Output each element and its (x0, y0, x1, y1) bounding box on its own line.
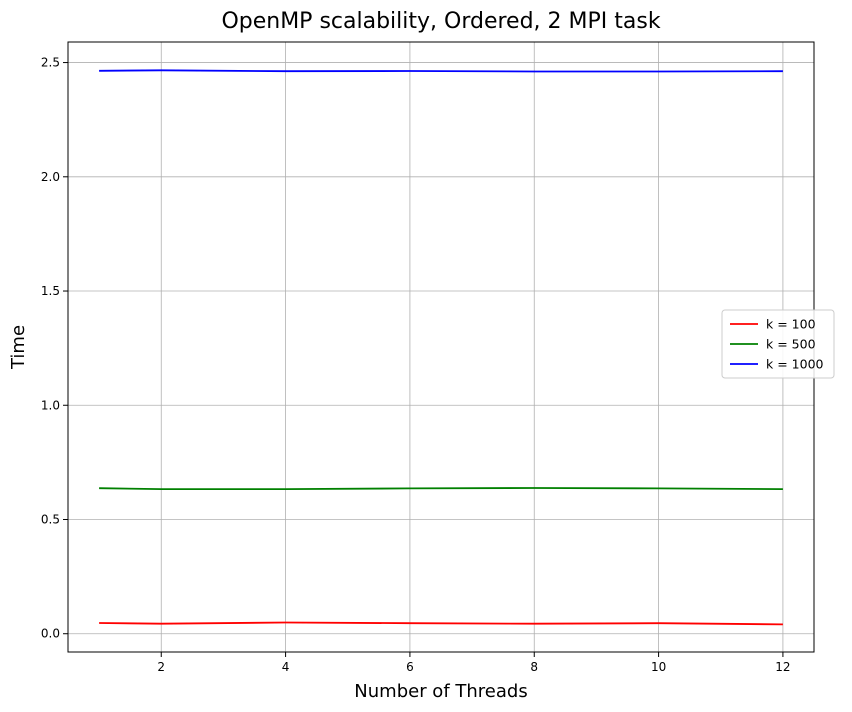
series-lines (99, 69, 783, 626)
chart-title: OpenMP scalability, Ordered, 2 MPI task (221, 9, 660, 34)
x-tick-label: 8 (530, 660, 538, 674)
x-axis-ticks: 2 4 6 8 10 12 (157, 652, 791, 674)
y-tick-label: 0.5 (41, 512, 60, 526)
legend: k = 100 k = 500 k = 1000 (721, 309, 835, 379)
y-tick-label: 1.0 (41, 398, 60, 412)
series-line-2 (99, 487, 783, 491)
x-axis-title: Number of Threads (354, 681, 527, 702)
y-tick-label: 2.0 (41, 170, 60, 184)
x-tick-label: 6 (406, 660, 414, 674)
legend-label: k = 100 (766, 317, 816, 332)
plot-frame (67, 41, 815, 653)
y-axis-ticks: 0.0 0.5 1.0 1.5 2.0 2.5 (41, 56, 68, 641)
legend-box (721, 309, 835, 379)
x-tick-label: 4 (282, 660, 290, 674)
grid (68, 42, 814, 652)
y-tick-label: 1.5 (41, 284, 60, 298)
y-tick-label: 2.5 (41, 56, 60, 70)
x-tick-label: 2 (157, 660, 165, 674)
series-line-3 (99, 69, 783, 73)
y-axis-title: Time (8, 325, 29, 370)
y-tick-label: 0.0 (41, 627, 60, 641)
series-line-1 (99, 621, 783, 626)
legend-label: k = 1000 (766, 357, 824, 372)
legend-label: k = 500 (766, 337, 816, 352)
x-tick-label: 12 (775, 660, 790, 674)
x-tick-label: 10 (651, 660, 666, 674)
